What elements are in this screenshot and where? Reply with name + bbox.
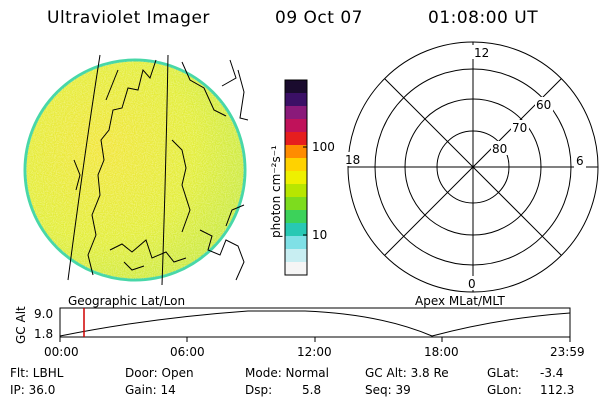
door-readout: Door: Open bbox=[125, 366, 194, 380]
colorbar-cell bbox=[285, 80, 307, 94]
glon-value: 112.3 bbox=[540, 383, 575, 397]
filter-readout: Flt: LBHL bbox=[10, 366, 64, 380]
right-panel-caption: Apex MLat/MLT bbox=[415, 294, 505, 308]
colorbar-cell bbox=[285, 132, 307, 146]
altitude-curve bbox=[59, 310, 571, 337]
colorbar-tick-100: 100 bbox=[312, 140, 335, 154]
time-tick-2359: 23:59 bbox=[550, 345, 585, 359]
coastlines bbox=[73, 59, 249, 281]
longitude-line bbox=[161, 54, 169, 286]
gain-readout: Gain: 14 bbox=[125, 383, 176, 397]
seq-readout: Seq: 39 bbox=[365, 383, 411, 397]
altitude-plot bbox=[59, 307, 571, 342]
time-tick-1800: 18:00 bbox=[424, 345, 459, 359]
colorbar-cell bbox=[285, 210, 307, 224]
colorbar-cell bbox=[285, 171, 307, 185]
polar-grid-panel: 12 18 6 0 60 70 80 bbox=[343, 41, 599, 293]
colorbar-cell bbox=[285, 249, 307, 263]
colorbar-cell bbox=[285, 197, 307, 211]
mlt-label-6: 6 bbox=[576, 154, 584, 168]
colorbar-cell bbox=[285, 145, 307, 159]
page-title: Ultraviolet Imager bbox=[47, 8, 210, 28]
longitude-line bbox=[67, 54, 101, 281]
time-tick-1200: 12:00 bbox=[297, 345, 332, 359]
glat-label: GLat: bbox=[487, 366, 520, 380]
lat-label-60: 60 bbox=[536, 98, 551, 112]
altitude-tick-1-8: 1.8 bbox=[34, 327, 54, 341]
time-tick-0000: 00:00 bbox=[44, 345, 79, 359]
glon-label: GLon: bbox=[487, 383, 522, 397]
gc-alt-readout: GC Alt: 3.8 Re bbox=[365, 366, 449, 380]
ip-readout: IP: 36.0 bbox=[10, 383, 56, 397]
header-date: 09 Oct 07 bbox=[275, 8, 363, 28]
mlt-label-0: 0 bbox=[468, 277, 476, 291]
dsp-value: 5.8 bbox=[302, 383, 322, 397]
colorbar-cell bbox=[285, 106, 307, 120]
header-time: 01:08:00 UT bbox=[428, 8, 539, 28]
left-panel-caption: Geographic Lat/Lon bbox=[68, 294, 186, 308]
uv-image-panel bbox=[23, 54, 249, 286]
colorbar-unit-label: photon cm⁻²s⁻¹ bbox=[269, 145, 283, 238]
colorbar-tick-10: 10 bbox=[312, 228, 328, 242]
colorbar-cell bbox=[285, 236, 307, 250]
lat-label-70: 70 bbox=[512, 121, 527, 135]
mode-readout: Mode: Normal bbox=[245, 366, 329, 380]
dsp-label: Dsp: bbox=[245, 383, 273, 397]
colorbar bbox=[284, 79, 308, 276]
colorbar-cell bbox=[285, 158, 307, 172]
altitude-axis-label: GC Alt bbox=[14, 306, 28, 344]
glat-value: -3.4 bbox=[540, 366, 564, 380]
altitude-tick-9: 9.0 bbox=[34, 307, 54, 321]
colorbar-cell bbox=[285, 223, 307, 237]
colorbar-cell bbox=[285, 184, 307, 198]
lat-label-80: 80 bbox=[492, 142, 507, 156]
mlt-label-18: 18 bbox=[345, 153, 360, 167]
colorbar-cell bbox=[285, 262, 307, 276]
colorbar-cell bbox=[285, 93, 307, 107]
mlt-label-12: 12 bbox=[474, 46, 489, 60]
time-tick-0600: 06:00 bbox=[170, 345, 205, 359]
altitude-plot-frame bbox=[59, 307, 571, 338]
colorbar-cell bbox=[285, 119, 307, 133]
